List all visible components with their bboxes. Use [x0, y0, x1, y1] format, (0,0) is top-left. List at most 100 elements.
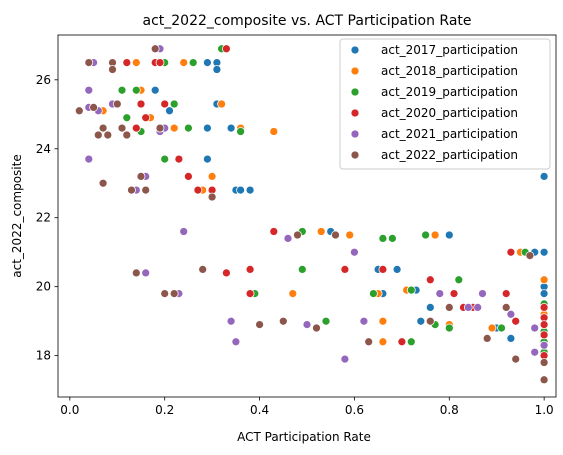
data-point [425, 316, 435, 326]
x-tick-label: 0.6 [345, 403, 364, 417]
y-tick-label: 24 [36, 142, 51, 156]
data-point [501, 303, 511, 312]
data-point [392, 265, 402, 274]
data-point [169, 123, 179, 133]
data-point [539, 320, 549, 329]
legend-marker [350, 129, 360, 139]
data-point [169, 99, 179, 109]
data-point [497, 323, 506, 333]
data-point [98, 123, 108, 133]
data-point [539, 247, 549, 257]
y-tick-label: 22 [36, 211, 51, 225]
legend-item: act_2022_participation [350, 148, 518, 162]
data-point [278, 316, 288, 326]
data-point [482, 334, 492, 343]
series-act_2022_participation [74, 44, 549, 385]
legend-item: act_2018_participation [350, 64, 518, 78]
data-point [340, 354, 350, 364]
data-point [245, 265, 255, 274]
data-point [112, 99, 122, 109]
data-point [108, 65, 117, 74]
data-point [141, 268, 151, 278]
data-point [539, 375, 549, 385]
data-point [435, 289, 445, 298]
x-tick-label: 0.4 [250, 403, 269, 417]
data-point [207, 192, 217, 202]
data-point [226, 123, 236, 133]
data-point [174, 154, 184, 164]
data-point [369, 289, 378, 298]
legend-item: act_2020_participation [350, 106, 518, 120]
data-point [430, 230, 440, 240]
legend-item: act_2017_participation [350, 43, 518, 57]
legend-label: act_2021_participation [381, 127, 518, 141]
data-point [222, 268, 231, 278]
data-point [131, 268, 141, 278]
data-point [155, 123, 165, 133]
data-point [378, 316, 388, 326]
data-point [89, 103, 98, 112]
data-point [283, 234, 293, 243]
data-point [539, 330, 549, 340]
data-point [539, 289, 549, 298]
data-point [487, 323, 497, 333]
data-point [74, 106, 84, 116]
data-point [378, 337, 388, 347]
x-tick-label: 1.0 [535, 403, 554, 417]
legend-item: act_2021_participation [350, 127, 518, 141]
legend-marker [350, 108, 360, 118]
data-point [293, 230, 302, 240]
legend-marker [350, 150, 360, 160]
plot-frame [57, 34, 557, 398]
data-point [449, 289, 459, 298]
data-point [98, 178, 108, 188]
data-point [226, 316, 236, 326]
data-point [117, 85, 127, 95]
legend-label: act_2020_participation [381, 106, 518, 120]
legend-label: act_2022_participation [381, 148, 518, 162]
data-point [506, 309, 516, 319]
data-point [416, 316, 426, 326]
data-point [397, 337, 407, 347]
data-point [127, 185, 136, 195]
data-point [473, 303, 483, 312]
data-point [203, 58, 212, 67]
data-point [269, 227, 279, 236]
data-points [74, 44, 549, 385]
data-point [506, 334, 516, 343]
y-tick-label: 26 [36, 73, 51, 87]
data-point [312, 323, 321, 333]
y-tick-label: 20 [36, 280, 51, 294]
data-point [217, 99, 226, 109]
legend-frame [339, 38, 551, 170]
legend-item: act_2019_participation [350, 85, 518, 99]
data-point [539, 358, 549, 367]
data-point [316, 227, 326, 236]
data-point [539, 275, 549, 285]
data-point [141, 113, 151, 123]
legend-marker [350, 45, 360, 55]
data-point [539, 340, 549, 350]
data-point [539, 172, 549, 181]
data-point [425, 275, 435, 285]
data-point [444, 230, 454, 240]
data-point [388, 234, 397, 243]
x-tick-label: 0.2 [155, 403, 174, 417]
data-point [203, 154, 212, 164]
x-tick-label: 0.8 [440, 403, 459, 417]
data-point [207, 172, 217, 181]
data-point [511, 316, 521, 326]
data-point [288, 289, 298, 298]
legend-label: act_2019_participation [381, 85, 518, 99]
data-point [179, 227, 189, 236]
x-axis-label: ACT Participation Rate [237, 430, 371, 444]
data-point [340, 265, 350, 274]
legend-label: act_2017_participation [381, 43, 518, 57]
data-point [160, 99, 170, 109]
data-point [421, 230, 430, 240]
data-point [406, 285, 416, 295]
data-point [530, 323, 540, 333]
data-point [222, 44, 231, 54]
y-axis-label: act_2022_composite [10, 154, 24, 277]
data-point [359, 316, 369, 326]
